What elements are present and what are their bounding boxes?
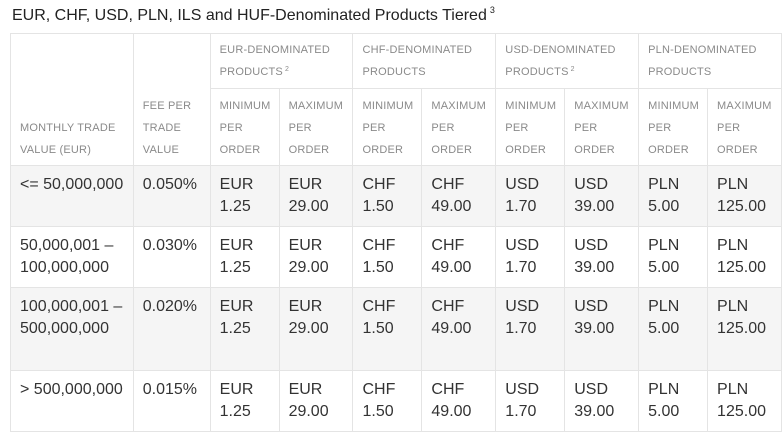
chf-minimum-cell: CHF 1.50 <box>352 370 423 432</box>
pln-minimum-cell: PLN 5.00 <box>638 370 709 432</box>
table-row: > 500,000,000 0.015% EUR 1.25 EUR 29.00 … <box>10 370 782 432</box>
chf-maximum-cell: CHF 49.00 <box>421 287 497 371</box>
header-monthly-trade-value: MONTHLY TRADE VALUE (EUR) <box>10 33 134 166</box>
row-trade-value: 50,000,001 – 100,000,000 <box>10 226 134 288</box>
header-chf-maximum: MAXIMUM PER ORDER <box>421 88 497 166</box>
chf-maximum-cell: CHF 49.00 <box>421 165 497 227</box>
pln-maximum-cell: PLN 125.00 <box>707 226 782 288</box>
header-chf-minimum: MINIMUM PER ORDER <box>352 88 423 166</box>
eur-minimum-cell: EUR 1.25 <box>209 370 280 432</box>
header-eur-maximum: MAXIMUM PER ORDER <box>278 88 354 166</box>
chf-minimum-cell: CHF 1.50 <box>352 226 423 288</box>
row-trade-value: <= 50,000,000 <box>10 165 134 227</box>
header-group-eur-label: EUR-DENOMINATED PRODUCTS <box>219 44 330 78</box>
pln-minimum-cell: PLN 5.00 <box>638 287 709 371</box>
chf-maximum-cell: CHF 49.00 <box>421 226 497 288</box>
header-group-pln: PLN-DENOMINATED PRODUCTS <box>638 33 782 89</box>
header-group-eur-footnote: 2 <box>284 66 290 73</box>
eur-maximum-cell: EUR 29.00 <box>278 287 354 371</box>
header-group-eur: EUR-DENOMINATED PRODUCTS 2 <box>209 33 354 89</box>
table-row: <= 50,000,000 0.050% EUR 1.25 EUR 29.00 … <box>10 165 782 227</box>
header-group-usd-label: USD-DENOMINATED PRODUCTS <box>505 44 616 78</box>
header-eur-minimum: MINIMUM PER ORDER <box>209 88 280 166</box>
usd-minimum-cell: USD 1.70 <box>495 370 566 432</box>
chf-maximum-cell: CHF 49.00 <box>421 370 497 432</box>
header-group-chf-label: CHF-DENOMINATED PRODUCTS <box>362 44 473 78</box>
chf-minimum-cell: CHF 1.50 <box>352 287 423 371</box>
eur-minimum-cell: EUR 1.25 <box>209 226 280 288</box>
row-fee: 0.030% <box>132 226 211 288</box>
pln-maximum-cell: PLN 125.00 <box>707 287 782 371</box>
usd-minimum-cell: USD 1.70 <box>495 226 566 288</box>
pln-maximum-cell: PLN 125.00 <box>707 370 782 432</box>
header-group-chf: CHF-DENOMINATED PRODUCTS <box>352 33 497 89</box>
header-group-pln-label: PLN-DENOMINATED PRODUCTS <box>648 44 757 78</box>
usd-minimum-cell: USD 1.70 <box>495 287 566 371</box>
header-usd-minimum: MINIMUM PER ORDER <box>495 88 566 166</box>
header-group-usd: USD-DENOMINATED PRODUCTS 2 <box>495 33 640 89</box>
table-row: 100,000,001 – 500,000,000 0.020% EUR 1.2… <box>10 287 782 371</box>
eur-minimum-cell: EUR 1.25 <box>209 287 280 371</box>
pln-minimum-cell: PLN 5.00 <box>638 165 709 227</box>
header-usd-maximum: MAXIMUM PER ORDER <box>564 88 640 166</box>
row-fee: 0.015% <box>132 370 211 432</box>
header-pln-minimum: MINIMUM PER ORDER <box>638 88 709 166</box>
usd-maximum-cell: USD 39.00 <box>564 165 640 227</box>
usd-minimum-cell: USD 1.70 <box>495 165 566 227</box>
chf-minimum-cell: CHF 1.50 <box>352 165 423 227</box>
usd-maximum-cell: USD 39.00 <box>564 370 640 432</box>
header-group-usd-footnote: 2 <box>570 66 575 73</box>
row-fee: 0.050% <box>132 165 211 227</box>
usd-maximum-cell: USD 39.00 <box>564 226 640 288</box>
pln-maximum-cell: PLN 125.00 <box>707 165 782 227</box>
eur-minimum-cell: EUR 1.25 <box>209 165 280 227</box>
eur-maximum-cell: EUR 29.00 <box>278 165 354 227</box>
eur-maximum-cell: EUR 29.00 <box>278 226 354 288</box>
header-fee-per-trade-value: FEE PER TRADE VALUE <box>132 33 211 166</box>
eur-maximum-cell: EUR 29.00 <box>278 370 354 432</box>
table-row: 50,000,001 – 100,000,000 0.030% EUR 1.25… <box>10 226 782 288</box>
header-pln-maximum: MAXIMUM PER ORDER <box>707 88 782 166</box>
page-title: EUR, CHF, USD, PLN, ILS and HUF-Denomina… <box>12 4 495 29</box>
fee-table: MONTHLY TRADE VALUE (EUR) FEE PER TRADE … <box>10 33 782 432</box>
usd-maximum-cell: USD 39.00 <box>564 287 640 371</box>
pln-minimum-cell: PLN 5.00 <box>638 226 709 288</box>
row-fee: 0.020% <box>132 287 211 371</box>
row-trade-value: 100,000,001 – 500,000,000 <box>10 287 134 371</box>
title-footnote: 3 <box>489 5 495 15</box>
row-trade-value: > 500,000,000 <box>10 370 134 432</box>
page-title-text: EUR, CHF, USD, PLN, ILS and HUF-Denomina… <box>12 7 487 24</box>
